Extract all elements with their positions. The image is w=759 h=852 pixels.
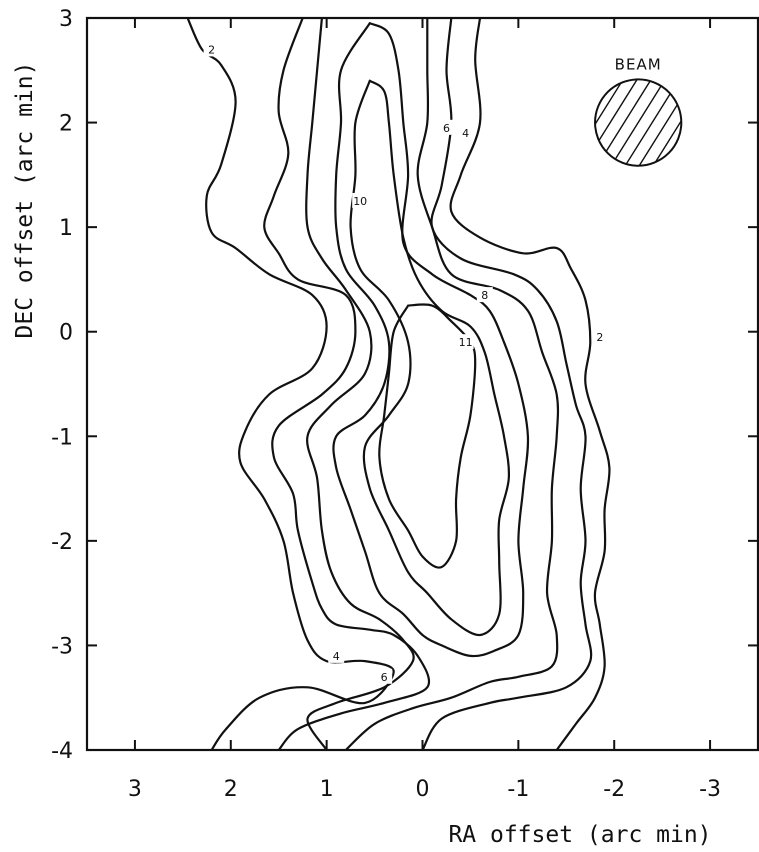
x-tick-label: -1 [507,777,529,802]
contour-label-2: 2 [596,331,603,344]
axis-ticks [87,17,758,751]
hatch-line [595,79,626,166]
contour-line-8-outer [332,22,530,658]
x-tick-label: -3 [699,777,721,802]
y-tick-label: -4 [51,739,73,764]
contour-label-bg [203,41,220,57]
plot-frame [85,16,759,752]
x-tick-label: 3 [128,777,142,802]
hatch-line [595,79,654,166]
contour-line-2-left [186,18,395,750]
contour-label-4: 4 [462,127,469,140]
y-tick-label: -3 [51,634,73,659]
hatch-line [595,79,612,166]
y-tick-label: -1 [51,425,73,450]
beam-hatching [595,79,682,166]
beam-label: BEAM [615,55,662,73]
beam-symbol: BEAM [594,55,683,167]
beam-circle [594,78,683,167]
contour-label-bg [438,119,455,135]
contour-line-6-right [344,18,560,750]
hatch-line [595,79,640,166]
contour-label-6: 6 [381,671,388,684]
x-axis-label: RA offset (arc min) [448,822,711,848]
contour-label-bg [376,668,393,684]
hatch-line [622,79,682,166]
contour-line-4-left [263,18,431,750]
y-tick-label: 0 [59,321,73,346]
x-tick-label: 2 [224,777,238,802]
contour-line-10-inner [349,79,511,637]
contour-lines [186,18,611,750]
hatch-line [595,79,668,166]
y-tick-label: 3 [59,7,73,32]
contour-label-bg [328,647,345,663]
x-tick-label: 1 [320,777,334,802]
hatch-line [636,79,682,166]
y-tick-labels: 3 2 1 0 -1 -2 -3 -4 [51,7,73,764]
hatch-line [678,79,682,166]
contour-label-bg [352,193,369,208]
contour-label-bg [476,287,493,303]
x-tick-label: 0 [416,777,430,802]
contour-label-10: 10 [353,195,367,208]
contour-label-2: 2 [208,43,215,56]
x-tick-label: -2 [603,777,625,802]
hatch-line [650,79,682,166]
contour-line-2-right [449,18,611,750]
contour-label-bg [591,328,608,344]
y-tick-label: 2 [59,112,73,137]
plot-border [85,16,759,752]
hatch-line [608,79,682,166]
hatch-line [595,79,682,166]
contour-label-4: 4 [333,650,340,663]
y-tick-label: 1 [59,216,73,241]
hatch-line [664,79,682,166]
y-tick-label: -2 [51,530,73,555]
x-tick-labels: 3 2 1 0 -1 -2 -3 [128,777,721,802]
y-axis-label: DEC offset (arc min) [12,62,38,339]
hatch-line [595,79,598,166]
contour-label-11: 11 [459,336,473,349]
contour-line-4-right [421,18,593,750]
contour-label-6: 6 [443,122,450,135]
contour-label-bg [457,125,474,141]
contour-line-6-left [305,18,415,750]
contour-label-8: 8 [481,289,488,302]
contour-label-bg [457,334,474,350]
